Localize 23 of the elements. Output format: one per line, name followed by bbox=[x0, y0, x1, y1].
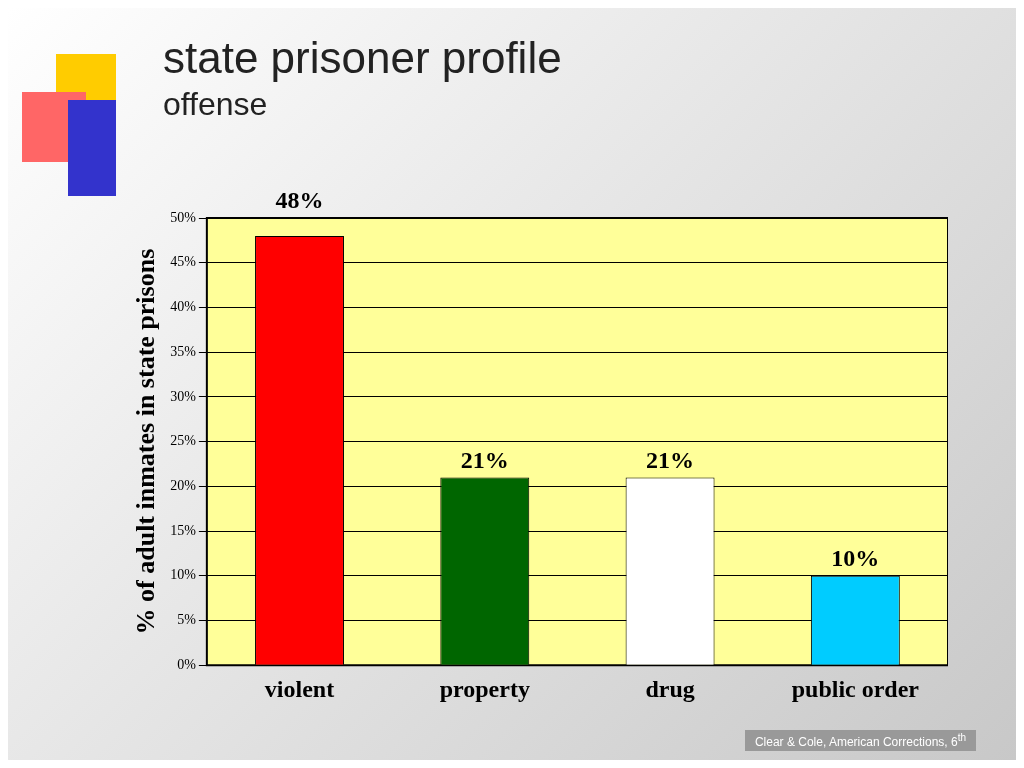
y-tick-label: 10% bbox=[170, 567, 197, 583]
x-tick-label: public order bbox=[791, 675, 920, 702]
data-label: 48% bbox=[275, 187, 324, 214]
y-tick-label: 30% bbox=[170, 388, 197, 404]
y-tick-label: 25% bbox=[170, 433, 197, 449]
data-label: 10% bbox=[831, 544, 880, 571]
data-label: 21% bbox=[646, 446, 695, 473]
y-tick-label: 35% bbox=[170, 343, 197, 359]
x-tick-label: drug bbox=[645, 675, 695, 702]
y-tick-label: 40% bbox=[170, 299, 197, 315]
x-tick-label: violent bbox=[264, 675, 335, 702]
x-tick-label: property bbox=[439, 675, 530, 702]
y-tick-label: 50% bbox=[170, 209, 197, 225]
data-label: 21% bbox=[460, 446, 509, 473]
chart-title: state prisoner profile bbox=[163, 33, 562, 82]
chart-subtitle: offense bbox=[163, 86, 268, 122]
y-tick-label: 45% bbox=[170, 254, 197, 270]
y-axis-title: % of adult inmates in state prisons bbox=[131, 248, 161, 635]
text: Clear & Cole, American Corrections, 6$^{th}$ bbox=[744, 730, 976, 751]
y-tick-label: 20% bbox=[170, 477, 197, 493]
y-tick-label: 15% bbox=[170, 522, 197, 538]
y-tick-label: 5% bbox=[177, 612, 197, 628]
y-tick-label: 0% bbox=[177, 656, 197, 672]
